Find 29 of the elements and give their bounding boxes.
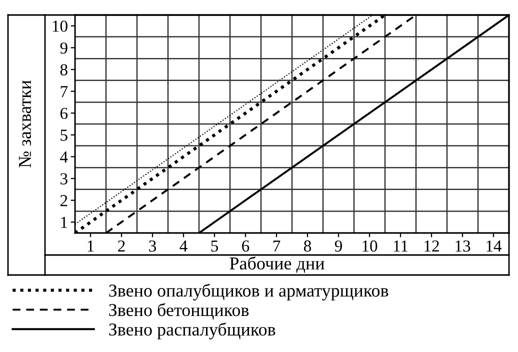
- x-tick-label: 11: [394, 240, 408, 252]
- y-tick-label: 3: [60, 173, 68, 184]
- y-tick-label: 10: [52, 20, 68, 32]
- legend-label: Звено распалубщиков: [109, 322, 276, 340]
- x-tick-label: 8: [304, 240, 312, 252]
- x-axis-title: Рабочие дни: [230, 256, 324, 273]
- x-tick-label: 12: [424, 240, 439, 252]
- x-tick-label: 14: [486, 240, 502, 252]
- y-tick-label: 9: [60, 42, 68, 54]
- y-axis-title: № захватки: [19, 80, 32, 168]
- x-tick-label: 6: [242, 240, 250, 252]
- y-tick-label: 2: [60, 195, 68, 206]
- legend-label: Звено бетонщиков: [109, 303, 249, 320]
- x-tick-label: 3: [149, 240, 156, 252]
- y-tick-label: 7: [60, 86, 68, 98]
- x-tick-label: 10: [362, 240, 378, 252]
- y-tick-label: 6: [60, 108, 68, 120]
- x-tick-label: 13: [456, 240, 470, 252]
- legend-label: Звено опалубщиков и арматурщиков: [109, 284, 388, 300]
- x-tick-label: 9: [334, 240, 342, 252]
- x-tick-label: 5: [211, 240, 218, 252]
- x-tick-label: 2: [118, 240, 125, 252]
- x-tick-label: 7: [273, 240, 280, 252]
- y-tick-label: 1: [61, 216, 68, 228]
- x-tick-label: 1: [88, 240, 94, 252]
- x-tick-label: 4: [180, 240, 188, 252]
- y-tick-label: 5: [60, 130, 68, 141]
- y-tick-label: 8: [60, 64, 68, 76]
- y-tick-label: 4: [60, 152, 68, 162]
